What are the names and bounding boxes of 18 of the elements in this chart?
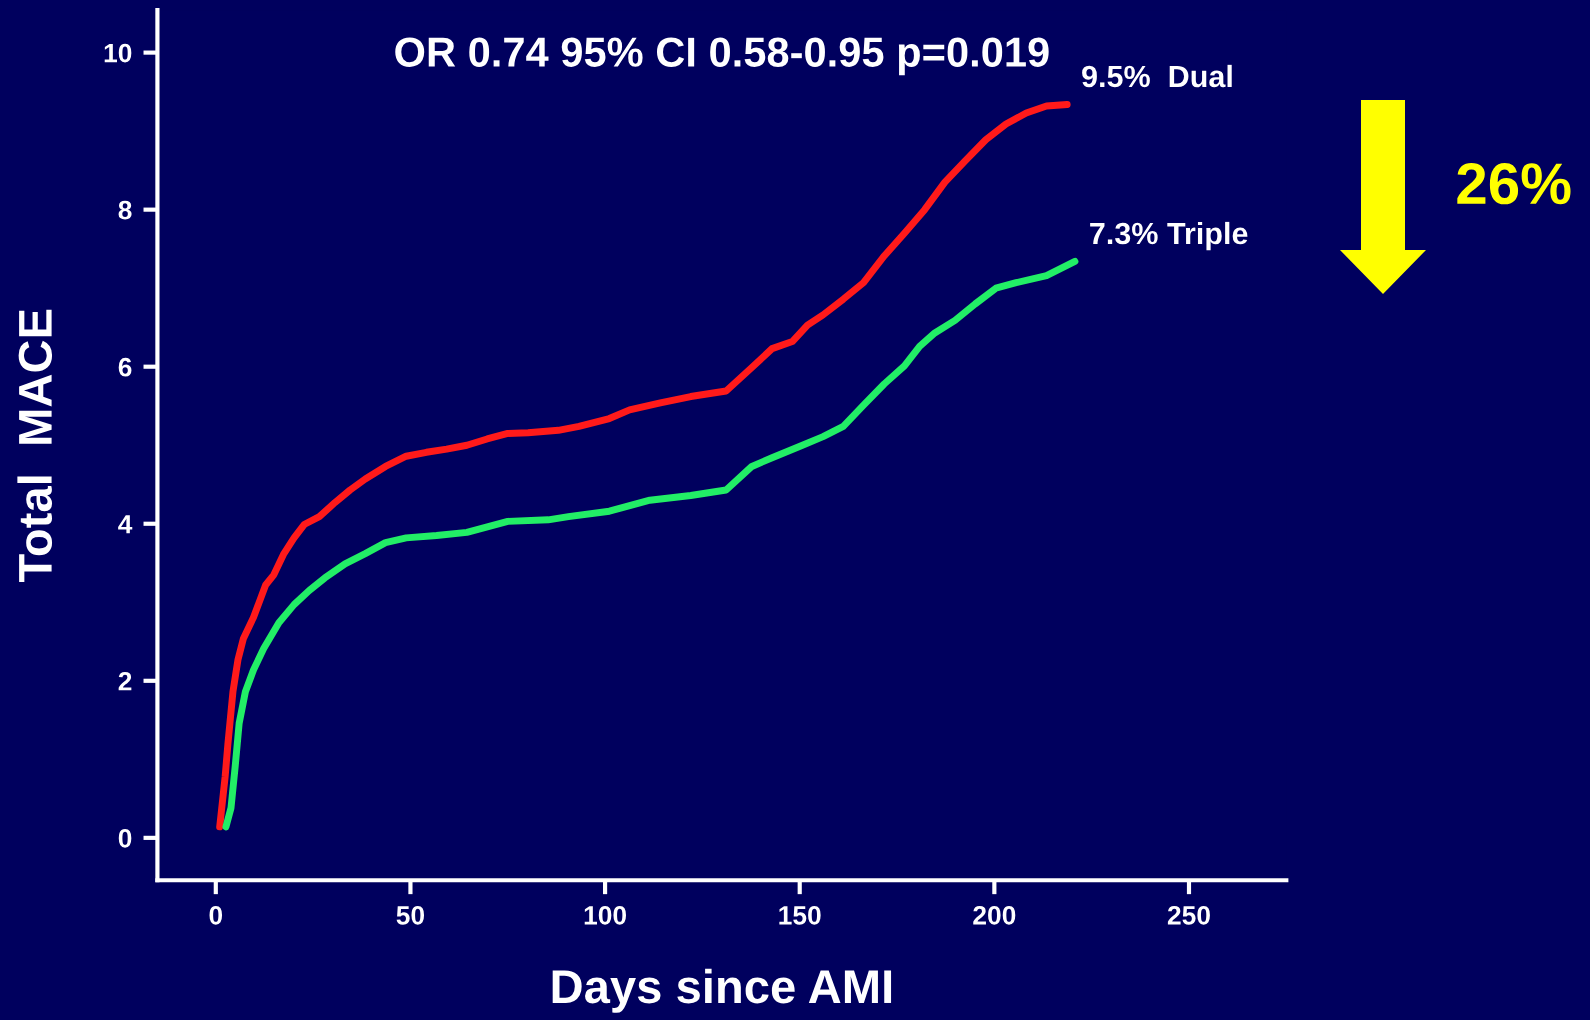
- annotation: 7.3% Triple: [1090, 221, 1248, 251]
- y-tick-label: 2: [118, 671, 132, 691]
- y-tick-label: 8: [118, 200, 132, 220]
- text: OR 0.74 95% CI 0.58-0.95 p=0.019: [395, 37, 1049, 76]
- y-axis-title: Total MACE: [17, 309, 53, 582]
- y-tick-label: 4: [118, 515, 133, 534]
- x-axis-title: Days since AMI: [552, 968, 892, 1013]
- y-tick-label: 10: [104, 43, 132, 63]
- x-tick-label: 0: [209, 905, 223, 925]
- x-tick-label: 50: [396, 905, 425, 925]
- x-tick-label: 100: [584, 905, 627, 925]
- x-tick-label: 150: [779, 905, 821, 925]
- x-tick-label: 200: [973, 905, 1016, 925]
- annotation: 9.5% Dual: [1082, 64, 1232, 88]
- y-tick-label: 6: [118, 357, 132, 377]
- text: 26%: [1457, 163, 1571, 205]
- y-tick-label: 0: [118, 828, 132, 848]
- x-tick-label: 250: [1167, 905, 1210, 925]
